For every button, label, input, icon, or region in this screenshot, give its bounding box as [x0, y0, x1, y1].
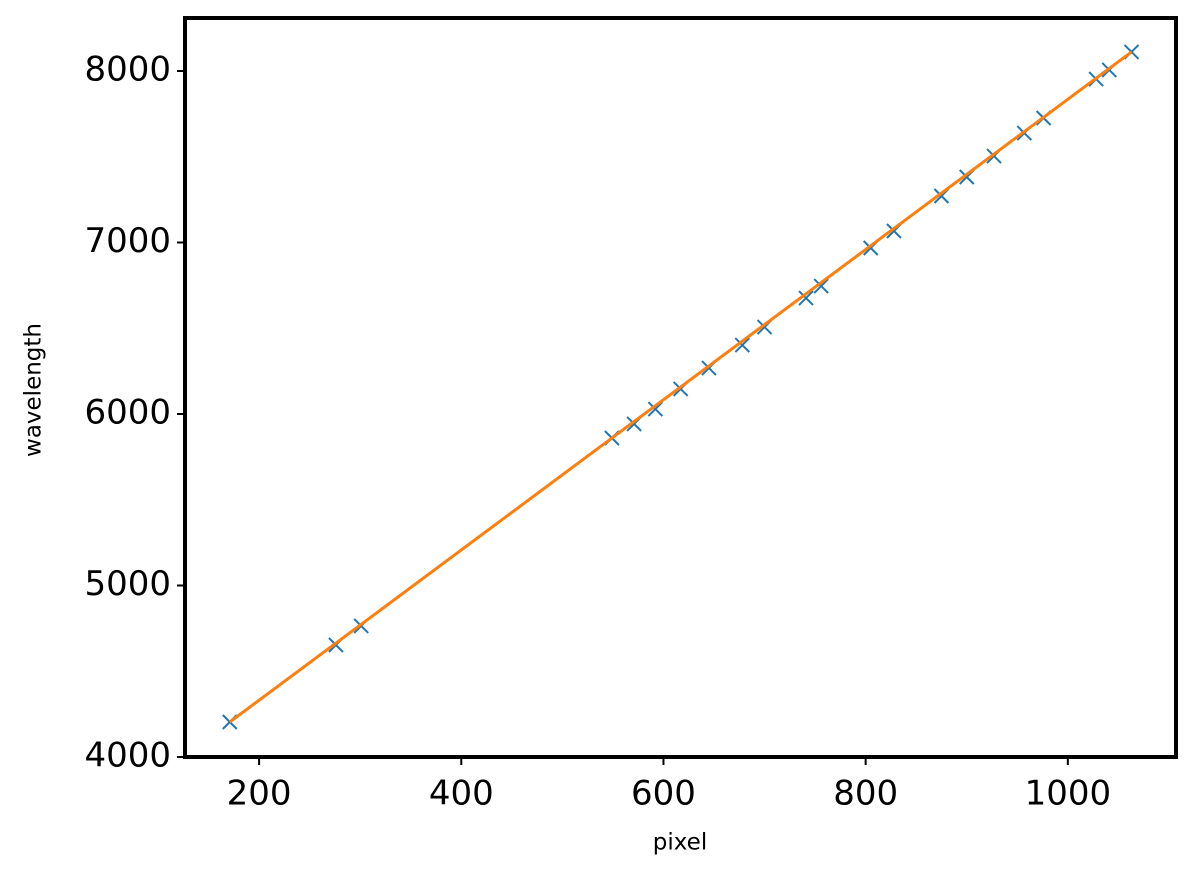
x-tick-label: 200 [227, 774, 292, 814]
x-tick-label: 1000 [1025, 774, 1112, 814]
fit-line [228, 50, 1133, 724]
x-axis-label: pixel [653, 830, 707, 856]
y-tick-label: 8000 [84, 49, 171, 89]
y-tick-label: 5000 [84, 564, 171, 604]
y-tick-label: 6000 [84, 392, 171, 432]
x-marker [647, 401, 664, 417]
y-tick-label: 4000 [84, 736, 171, 776]
x-tick-label: 400 [429, 774, 494, 814]
y-axis-label: wavelength [21, 323, 47, 457]
x-marker [813, 278, 829, 294]
x-marker [798, 290, 814, 306]
y-tick-label: 7000 [84, 221, 171, 261]
x-marker [734, 337, 751, 353]
plot-frame [183, 16, 1178, 759]
x-tick-label: 800 [833, 774, 898, 814]
x-tick-label: 600 [631, 774, 696, 814]
